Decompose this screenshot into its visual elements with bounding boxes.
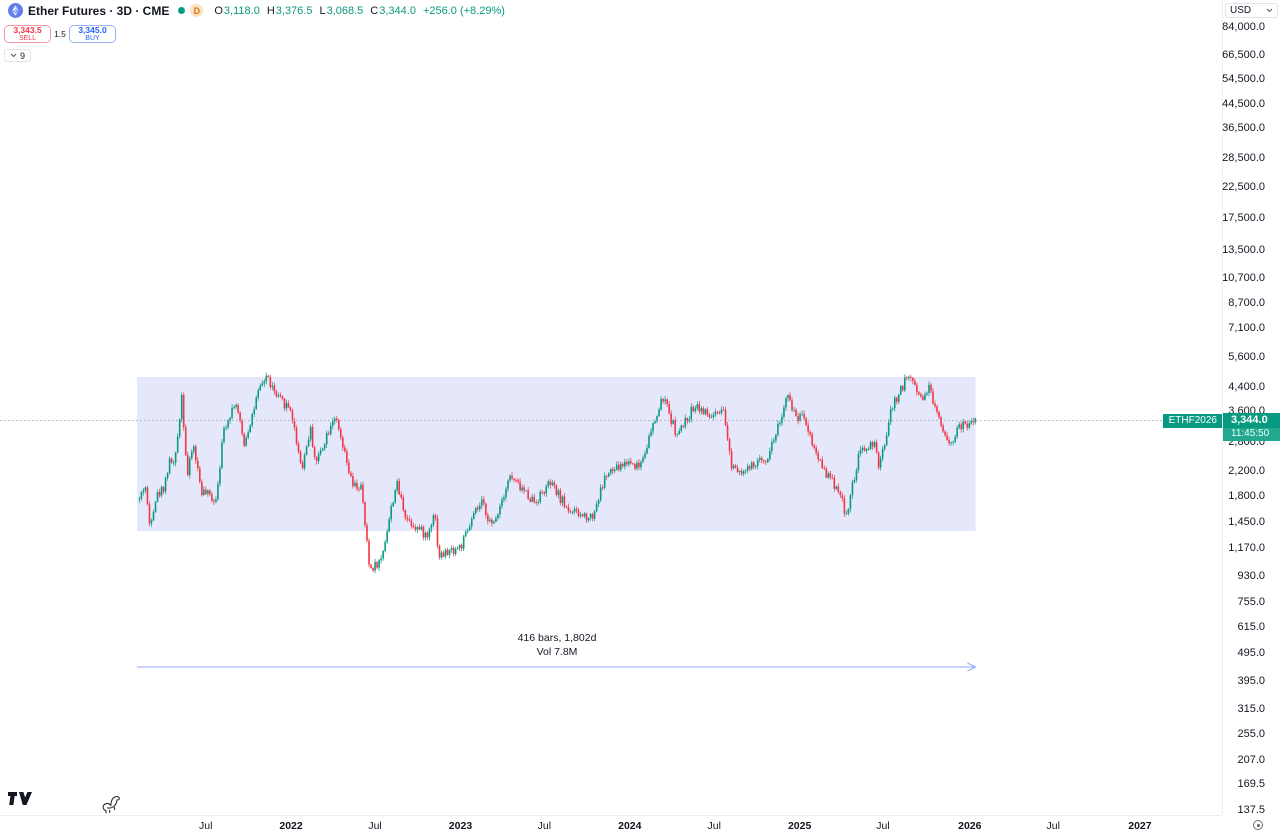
low-label: L: [319, 4, 326, 17]
dino-cursor-icon: [101, 791, 122, 819]
time-axis-tick: 2022: [279, 820, 303, 832]
sell-label: SELL: [18, 35, 37, 43]
price-axis-tick: 28,500.0: [1222, 152, 1265, 165]
time-axis-tick: Jul: [368, 820, 382, 832]
price-axis-tick: 66,500.0: [1222, 49, 1265, 62]
price-axis-tick: 5,600.0: [1228, 351, 1265, 364]
price-axis-tick: 2,800.0: [1228, 435, 1265, 448]
change-value: +256.0 (+8.29%): [422, 4, 505, 17]
candlestick-chart-pane[interactable]: [0, 0, 1222, 815]
axis-settings-gear-icon[interactable]: [1252, 819, 1264, 831]
price-axis-tick: 315.0: [1237, 702, 1265, 715]
ethereum-logo-icon: [8, 3, 23, 18]
symbol-title[interactable]: Ether Futures · 3D · CME: [28, 3, 170, 18]
price-axis-tick: 10,700.0: [1222, 272, 1265, 285]
low-value: 3,068.5: [326, 4, 364, 17]
tradingview-logo[interactable]: [8, 791, 32, 811]
close-value: 3,344.0: [379, 4, 416, 17]
price-axis-tick: 255.0: [1237, 728, 1265, 741]
sell-button[interactable]: 3,343.5 SELL: [4, 25, 51, 43]
currency-label: USD: [1230, 5, 1252, 16]
measure-tool-label: 416 bars, 1,802d Vol 7.8M: [518, 631, 597, 659]
price-axis-tick: 1,170.0: [1228, 542, 1265, 555]
buy-label: BUY: [85, 35, 100, 43]
price-axis-tick: 169.5: [1237, 778, 1265, 791]
price-axis-tick: 7,100.0: [1228, 322, 1265, 335]
ohlc-values: O 3,118.0 H 3,376.5 L 3,068.5 C 3,344.0 +256…: [214, 5, 505, 17]
chart-legend: Ether Futures · 3D · CME D O 3,118.0 H 3,3…: [8, 3, 505, 18]
chevron-down-icon: [10, 53, 17, 58]
close-label: C: [370, 4, 379, 17]
price-axis-tick: 22,500.0: [1222, 181, 1265, 194]
sell-price: 3,343.5: [13, 24, 42, 35]
price-axis-tick: 36,500.0: [1222, 122, 1265, 135]
price-axis-tick: 44,500.0: [1222, 98, 1265, 111]
market-open-dot-icon: [178, 7, 186, 14]
time-axis-tick: Jul: [199, 820, 213, 832]
current-price-label: 3,344.0: [1223, 413, 1280, 429]
price-axis-tick: 4,400.0: [1228, 380, 1265, 393]
bar-countdown-label: 11:45:50: [1223, 428, 1280, 442]
price-axis[interactable]: USD 84,000.0 66,500.0 54,500.0 44,500.0 36,5…: [1222, 0, 1280, 815]
trade-buttons: 3,343.5 SELL 1.5 3,345.0 BUY: [4, 25, 116, 43]
chevron-down-icon: [1266, 8, 1273, 13]
price-axis-tick: 930.0: [1237, 570, 1265, 583]
price-axis-tick: 1,450.0: [1228, 516, 1265, 529]
drawings-dropdown[interactable]: 9: [4, 49, 32, 62]
measure-volume-text: Vol 7.8M: [536, 646, 578, 658]
measure-bars-text: 416 bars, 1,802d: [517, 632, 597, 644]
time-axis-tick: 2023: [448, 820, 473, 832]
buy-price: 3,345.0: [78, 24, 107, 35]
price-axis-tick: 495.0: [1237, 647, 1265, 660]
high-label: H: [266, 4, 275, 17]
price-axis-tick: 395.0: [1237, 674, 1265, 687]
price-axis-tick: 755.0: [1237, 595, 1265, 608]
price-axis-tick: 2,200.0: [1228, 465, 1265, 478]
price-axis-tick: 3,600.0: [1228, 405, 1265, 418]
time-axis-tick: Jul: [1046, 820, 1060, 832]
time-axis-tick: Jul: [876, 820, 890, 832]
price-axis-tick: 137.5: [1237, 803, 1265, 816]
delayed-data-badge[interactable]: D: [190, 4, 204, 17]
time-axis[interactable]: Jul 2022 Jul 2023 Jul 2024 Jul 2025 Jul 2026 Jul 20…: [0, 815, 1222, 835]
spread-value: 1.5: [54, 29, 66, 39]
price-axis-tick: 207.0: [1237, 753, 1265, 766]
price-axis-tick: 84,000.0: [1222, 20, 1265, 33]
time-axis-tick: 2024: [618, 820, 642, 832]
time-axis-tick: 2025: [787, 820, 812, 832]
price-axis-tick: 17,500.0: [1222, 212, 1265, 225]
drawings-count: 9: [20, 50, 26, 61]
open-label: O: [214, 4, 223, 17]
price-axis-tick: 54,500.0: [1222, 73, 1265, 86]
time-axis-tick: 2026: [958, 820, 982, 832]
high-value: 3,376.5: [275, 4, 313, 17]
currency-dropdown[interactable]: USD: [1225, 3, 1278, 18]
time-axis-tick: Jul: [707, 820, 721, 832]
price-axis-tick: 8,700.0: [1228, 297, 1265, 310]
symbol-price-tag: ETHF2026: [1162, 413, 1222, 428]
time-axis-tick: 2027: [1128, 820, 1152, 832]
price-axis-tick: 13,500.0: [1222, 243, 1265, 256]
time-axis-tick: Jul: [537, 820, 552, 832]
price-axis-tick: 1,800.0: [1228, 489, 1265, 502]
open-value: 3,118.0: [223, 4, 260, 17]
buy-button[interactable]: 3,345.0 BUY: [69, 25, 116, 43]
price-axis-tick: 615.0: [1237, 620, 1265, 633]
